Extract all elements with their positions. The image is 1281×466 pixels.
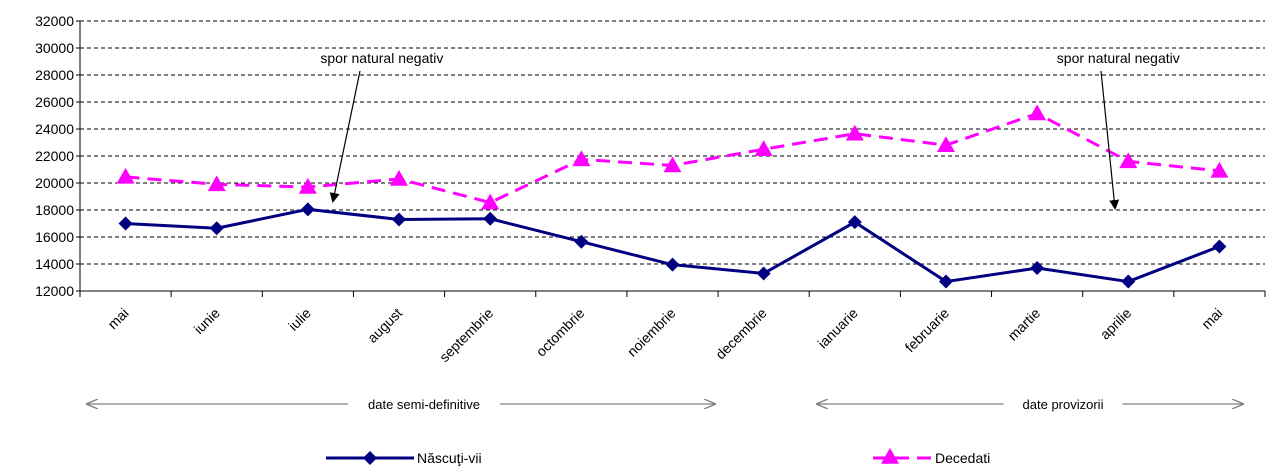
period-label: date semi-definitive xyxy=(368,397,480,412)
data-point-decedati xyxy=(663,156,682,173)
x-tick-label: iunie xyxy=(191,305,223,337)
legend: Născuţi-vii Decedati xyxy=(326,448,990,466)
data-point-decedati xyxy=(116,167,135,184)
y-tick-label: 24000 xyxy=(35,121,74,137)
y-tick-label: 30000 xyxy=(35,40,74,56)
x-tick-label: mai xyxy=(1198,305,1225,332)
y-tick-label: 12000 xyxy=(35,283,74,299)
data-point-decedati xyxy=(1210,161,1229,178)
annotation-arrow xyxy=(329,70,361,203)
data-point-decedati xyxy=(390,169,409,186)
annotation-arrow xyxy=(1100,70,1120,210)
y-tick-labels: 12000 14000 16000 18000 20000 22000 24000 26000… xyxy=(35,13,74,299)
legend-label-decedati: Decedati xyxy=(935,450,990,466)
annotation-label: spor natural negativ xyxy=(320,50,443,66)
data-point-nascuti-vii xyxy=(392,212,407,227)
data-point-decedati xyxy=(754,140,773,156)
data-point-decedati xyxy=(1028,104,1047,121)
x-tick-label: martie xyxy=(1004,305,1043,344)
data-point-decedati xyxy=(481,193,500,210)
x-tick-label: ianuarie xyxy=(814,305,861,352)
data-point-nascuti-vii xyxy=(938,274,953,289)
series xyxy=(116,104,1229,289)
x-tick-label: septembrie xyxy=(436,305,496,365)
data-point-nascuti-vii xyxy=(209,221,224,236)
data-point-nascuti-vii xyxy=(1030,261,1045,276)
data-point-nascuti-vii xyxy=(847,215,862,230)
period-arrows: date semi-definitive date provizorii xyxy=(88,397,1242,412)
y-tick-label: 22000 xyxy=(35,148,74,164)
data-point-decedati xyxy=(1119,152,1138,169)
x-tick-label: octombrie xyxy=(533,305,588,360)
x-tick-label: aprilie xyxy=(1097,305,1135,343)
data-point-nascuti-vii xyxy=(1121,274,1136,289)
y-tick-label: 26000 xyxy=(35,94,74,110)
data-point-decedati xyxy=(572,150,591,167)
y-tick-label: 18000 xyxy=(35,202,74,218)
x-tick-label: mai xyxy=(104,305,131,332)
data-point-decedati xyxy=(845,124,864,141)
x-tick-label: decembrie xyxy=(712,305,770,363)
x-tick-label: august xyxy=(364,305,405,346)
data-point-decedati xyxy=(936,136,955,152)
data-point-nascuti-vii xyxy=(1212,239,1227,254)
y-tick-label: 28000 xyxy=(35,67,74,83)
data-point-nascuti-vii xyxy=(483,211,498,226)
y-tick-label: 14000 xyxy=(35,256,74,272)
data-point-nascuti-vii xyxy=(665,257,680,272)
data-point-nascuti-vii xyxy=(756,266,771,281)
annotation-label: spor natural negativ xyxy=(1057,50,1180,66)
annotations: spor natural negativ spor natural negativ xyxy=(320,50,1180,210)
x-tick-label: februarie xyxy=(902,305,953,356)
y-tick-label: 20000 xyxy=(35,175,74,191)
data-point-decedati xyxy=(298,178,317,194)
period-label: date provizorii xyxy=(1023,397,1104,412)
data-point-nascuti-vii xyxy=(118,216,133,231)
axes xyxy=(76,20,1266,297)
legend-marker-nascuti-vii xyxy=(363,451,377,465)
legend-label-nascuti-vii: Născuţi-vii xyxy=(417,450,482,466)
y-tick-label: 16000 xyxy=(35,229,74,245)
x-tick-label: iulie xyxy=(285,305,314,334)
gridlines xyxy=(80,20,1265,265)
legend-marker-decedati xyxy=(881,448,899,464)
x-tick-labels: mai iunie iulie august septembrie octombrie no… xyxy=(104,305,1225,365)
data-point-decedati xyxy=(207,175,226,192)
y-tick-label: 32000 xyxy=(35,13,74,29)
data-point-nascuti-vii xyxy=(300,202,315,217)
x-tick-label: noiembrie xyxy=(624,305,679,360)
data-point-nascuti-vii xyxy=(574,234,589,249)
